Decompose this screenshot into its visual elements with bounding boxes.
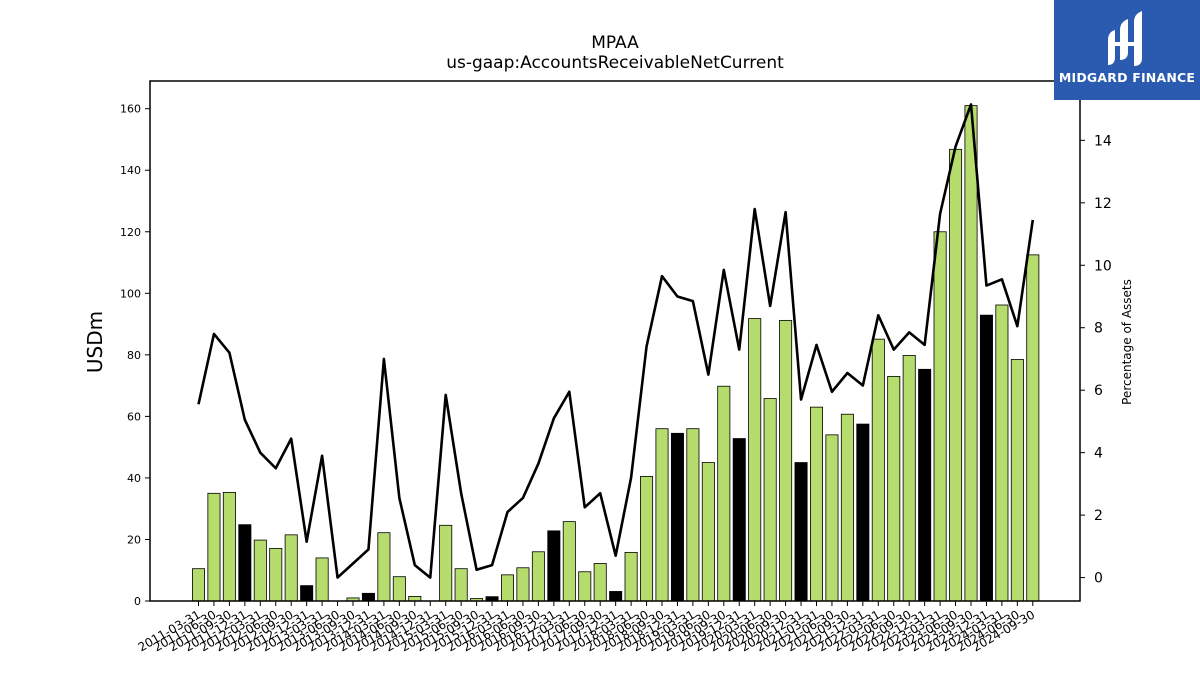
bar-2022-09-30 — [902, 355, 916, 602]
y-tick-label-0: 0 — [134, 595, 141, 608]
bar-2016-03-31 — [500, 574, 514, 602]
axes-group: 020406080100120140160024681012142011-03-… — [120, 80, 1112, 654]
bar-2011-09-30 — [222, 491, 236, 602]
bar-2020-06-30 — [763, 398, 777, 602]
bar-2018-12-31 — [670, 432, 684, 602]
y2-tick-label-10: 10 — [1094, 258, 1112, 274]
bar-2015-03-31 — [439, 524, 453, 602]
bar-2011-06-30 — [207, 492, 221, 602]
bar-2017-09-30 — [593, 563, 607, 602]
bar-2017-12-31 — [609, 591, 623, 602]
bar-2016-09-30 — [531, 551, 545, 602]
bar-2021-06-30 — [825, 434, 839, 602]
logo: MIDGARD FINANCE — [1054, 0, 1200, 100]
bar-2012-03-31 — [253, 539, 267, 602]
bar-2021-09-30 — [840, 413, 854, 602]
bar-2022-03-31 — [871, 338, 885, 602]
bar-2024-09-30 — [1026, 254, 1040, 602]
chart-subtitle: us-gaap:AccountsReceivableNetCurrent — [446, 53, 784, 73]
y-tick-label-120: 120 — [120, 226, 141, 239]
plot-frame — [149, 80, 1081, 602]
y-axis-label: USDm — [83, 311, 107, 373]
bar-2014-06-30 — [392, 576, 406, 602]
bar-2024-06-30 — [1010, 359, 1024, 602]
bar-2018-03-31 — [624, 551, 638, 602]
y2-tick-label-0: 0 — [1094, 571, 1103, 587]
bar-2014-03-31 — [377, 532, 391, 602]
y2-tick-label-14: 14 — [1094, 133, 1112, 149]
bar-2012-12-31 — [300, 585, 314, 602]
y2-tick-label-2: 2 — [1094, 508, 1103, 524]
y-tick-label-80: 80 — [127, 349, 141, 362]
percentage-line — [197, 103, 1035, 579]
y2-axis-label: Percentage of Assets — [1120, 279, 1134, 405]
bar-2018-06-30 — [640, 475, 654, 602]
bar-2023-09-30 — [964, 105, 978, 602]
bar-2022-12-31 — [918, 368, 932, 602]
y2-tick-label-12: 12 — [1094, 196, 1112, 212]
bar-2013-12-31 — [361, 592, 375, 602]
chart-title: MPAA — [591, 33, 639, 53]
bar-2020-09-30 — [779, 319, 793, 602]
y2-tick-label-4: 4 — [1094, 446, 1103, 462]
bar-2016-06-30 — [516, 567, 530, 602]
y-tick-label-60: 60 — [127, 410, 141, 423]
bar-2023-12-31 — [979, 314, 993, 602]
bar-2011-12-31 — [238, 524, 252, 602]
bar-2013-03-31 — [315, 557, 329, 602]
bar-2024-03-31 — [995, 304, 1009, 602]
bar-2015-06-30 — [454, 568, 468, 602]
bar-2016-12-31 — [547, 530, 561, 602]
y-tick-label-140: 140 — [120, 164, 141, 177]
bar-2017-06-30 — [578, 571, 592, 602]
bar-2011-03-31 — [191, 568, 205, 602]
bar-2012-06-30 — [269, 547, 283, 602]
line-group — [197, 103, 1035, 579]
midgard-logo-icon — [1108, 11, 1142, 66]
bar-2019-03-31 — [686, 428, 700, 602]
bar-2023-03-31 — [933, 231, 947, 602]
bar-2021-12-31 — [856, 423, 870, 602]
bar-2021-03-31 — [810, 406, 824, 602]
bar-2018-09-30 — [655, 428, 669, 602]
y-tick-label-20: 20 — [127, 533, 141, 546]
bar-2019-12-31 — [732, 438, 746, 602]
bar-2017-03-31 — [562, 521, 576, 602]
bar-2019-06-30 — [701, 462, 715, 602]
bar-2022-06-30 — [887, 375, 901, 602]
bar-2023-06-30 — [949, 148, 963, 602]
bar-2012-09-30 — [284, 534, 298, 602]
bar-2020-12-31 — [794, 462, 808, 602]
y-tick-label-40: 40 — [127, 472, 141, 485]
y2-tick-label-8: 8 — [1094, 321, 1103, 337]
y-tick-label-160: 160 — [120, 103, 141, 116]
bar-2019-09-30 — [717, 385, 731, 602]
y2-tick-label-6: 6 — [1094, 383, 1103, 399]
logo-text: MIDGARD FINANCE — [1058, 70, 1196, 85]
bar-2020-03-31 — [748, 318, 762, 602]
y-tick-label-100: 100 — [120, 287, 141, 300]
bars-group — [191, 105, 1040, 602]
